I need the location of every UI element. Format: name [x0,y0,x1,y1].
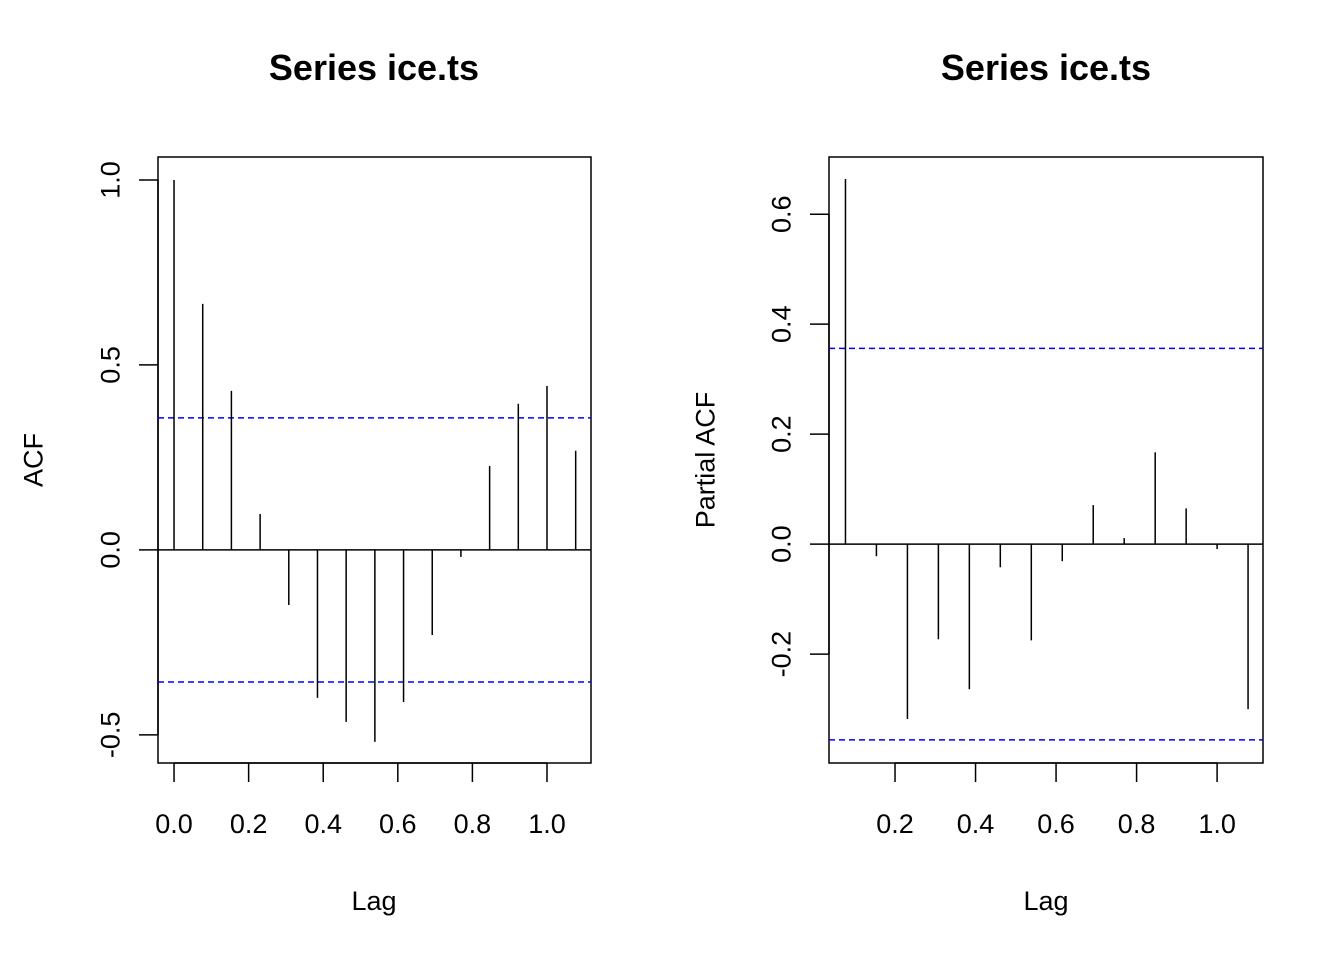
x-axis: 0.2 0.4 0.6 0.8 1.0 [876,762,1236,839]
y-axis-label: ACF [18,433,48,487]
x-tick-label: 0.6 [1037,809,1075,839]
x-tick-label: 0.4 [304,809,342,839]
chart-title: Series ice.ts [941,47,1151,88]
x-tick-label: 0.2 [230,809,268,839]
pacf-panel: Series ice.ts 0.2 0.4 0.6 0.8 1.0 Lag -0.2 0.0 0.… [690,47,1264,916]
y-axis: -0.5 0.0 0.5 1.0 [95,161,159,759]
x-tick-label: 0.8 [1118,809,1156,839]
chart-title: Series ice.ts [269,47,479,88]
y-tick-label: 0.6 [766,195,796,233]
x-tick-label: 0.6 [379,809,417,839]
x-tick-label: 0.8 [454,809,492,839]
y-tick-label: -0.2 [766,631,796,678]
x-axis: 0.0 0.2 0.4 0.6 0.8 1.0 [155,762,566,839]
x-tick-label: 0.0 [155,809,193,839]
y-tick-label: 0.5 [95,346,125,384]
x-tick-label: 1.0 [528,809,566,839]
acf-panel: Series ice.ts 0.0 0.2 0.4 0.6 0.8 1.0 Lag -0.5 0.… [18,47,592,916]
x-tick-label: 1.0 [1198,809,1236,839]
y-tick-label: 0.0 [766,525,796,563]
y-tick-label: 1.0 [95,161,125,199]
y-axis: -0.2 0.0 0.2 0.4 0.6 [766,195,830,678]
y-tick-label: 0.2 [766,415,796,453]
plot-frame [828,156,1264,764]
x-axis-label: Lag [351,886,396,916]
y-tick-label: -0.5 [95,712,125,759]
y-tick-label: 0.4 [766,305,796,343]
y-tick-label: 0.0 [95,531,125,569]
x-tick-label: 0.2 [876,809,914,839]
x-axis-label: Lag [1023,886,1068,916]
y-axis-label: Partial ACF [690,392,720,529]
x-tick-label: 0.4 [957,809,995,839]
